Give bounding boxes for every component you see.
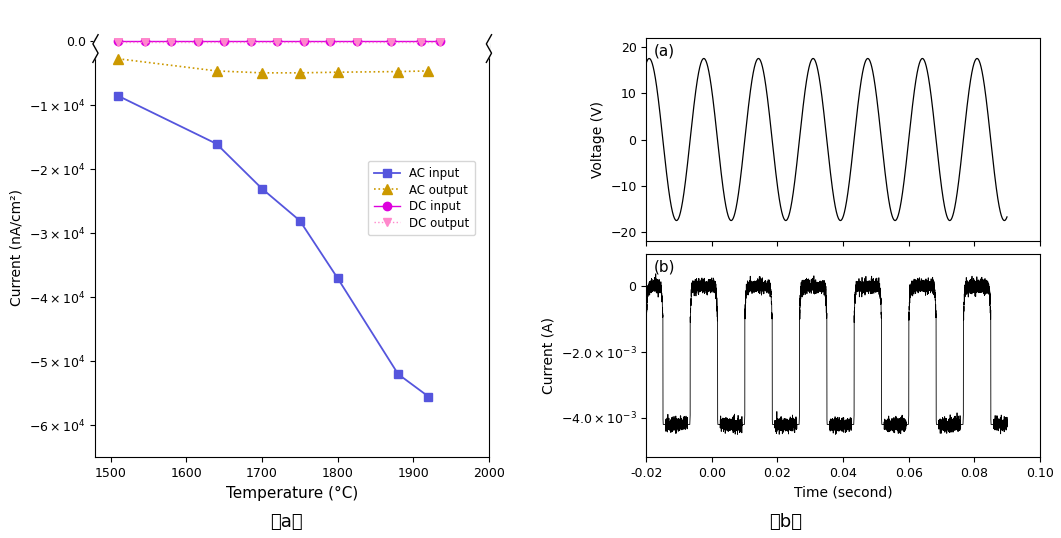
DC input (324, 38, 336, 45)
DC output (191, 38, 204, 45)
AC output (331, 69, 344, 75)
Y-axis label: Current (A): Current (A) (541, 317, 555, 394)
Line: AC input: AC input (115, 92, 432, 400)
DC output (244, 38, 257, 45)
AC input (422, 393, 435, 400)
Text: （b）: （b） (768, 513, 802, 531)
DC input (350, 38, 363, 45)
AC output (392, 68, 404, 75)
DC output (433, 38, 446, 45)
DC output (324, 38, 336, 45)
DC input (191, 38, 204, 45)
AC input (256, 186, 268, 192)
DC output (271, 38, 283, 45)
AC output (111, 55, 124, 62)
AC output (294, 69, 307, 76)
DC output (297, 38, 310, 45)
Y-axis label: Voltage (V): Voltage (V) (591, 101, 605, 178)
AC input (392, 371, 404, 377)
Text: (a): (a) (655, 44, 675, 59)
Text: （a）: （a） (271, 513, 302, 531)
DC input (297, 38, 310, 45)
DC output (164, 38, 177, 45)
DC input (111, 38, 124, 45)
Line: DC output: DC output (114, 38, 443, 46)
DC input (218, 38, 230, 45)
X-axis label: Temperature (°C): Temperature (°C) (226, 486, 359, 500)
AC output (256, 69, 268, 76)
DC input (384, 38, 397, 45)
DC input (244, 38, 257, 45)
Polygon shape (93, 34, 98, 62)
Y-axis label: Current (nA/cm²): Current (nA/cm²) (10, 189, 23, 306)
Legend: AC input, AC output, DC input, DC output: AC input, AC output, DC input, DC output (368, 161, 475, 236)
DC output (111, 38, 124, 45)
DC output (350, 38, 363, 45)
Polygon shape (486, 34, 491, 62)
AC output (210, 68, 223, 74)
AC input (331, 275, 344, 281)
Line: AC output: AC output (114, 54, 433, 77)
DC input (164, 38, 177, 45)
DC output (138, 38, 151, 45)
DC input (433, 38, 446, 45)
AC input (294, 217, 307, 224)
Line: DC input: DC input (114, 37, 443, 46)
X-axis label: Time (second): Time (second) (794, 486, 892, 500)
AC input (210, 140, 223, 147)
DC input (138, 38, 151, 45)
DC input (271, 38, 283, 45)
Text: (b): (b) (655, 260, 676, 275)
DC output (415, 38, 428, 45)
AC output (422, 68, 435, 74)
DC output (218, 38, 230, 45)
DC input (415, 38, 428, 45)
AC input (111, 93, 124, 99)
DC output (384, 38, 397, 45)
